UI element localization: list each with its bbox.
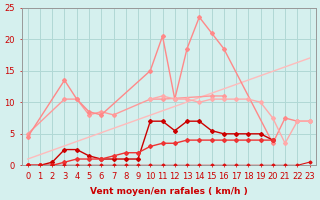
X-axis label: Vent moyen/en rafales ( km/h ): Vent moyen/en rafales ( km/h ) bbox=[90, 187, 248, 196]
